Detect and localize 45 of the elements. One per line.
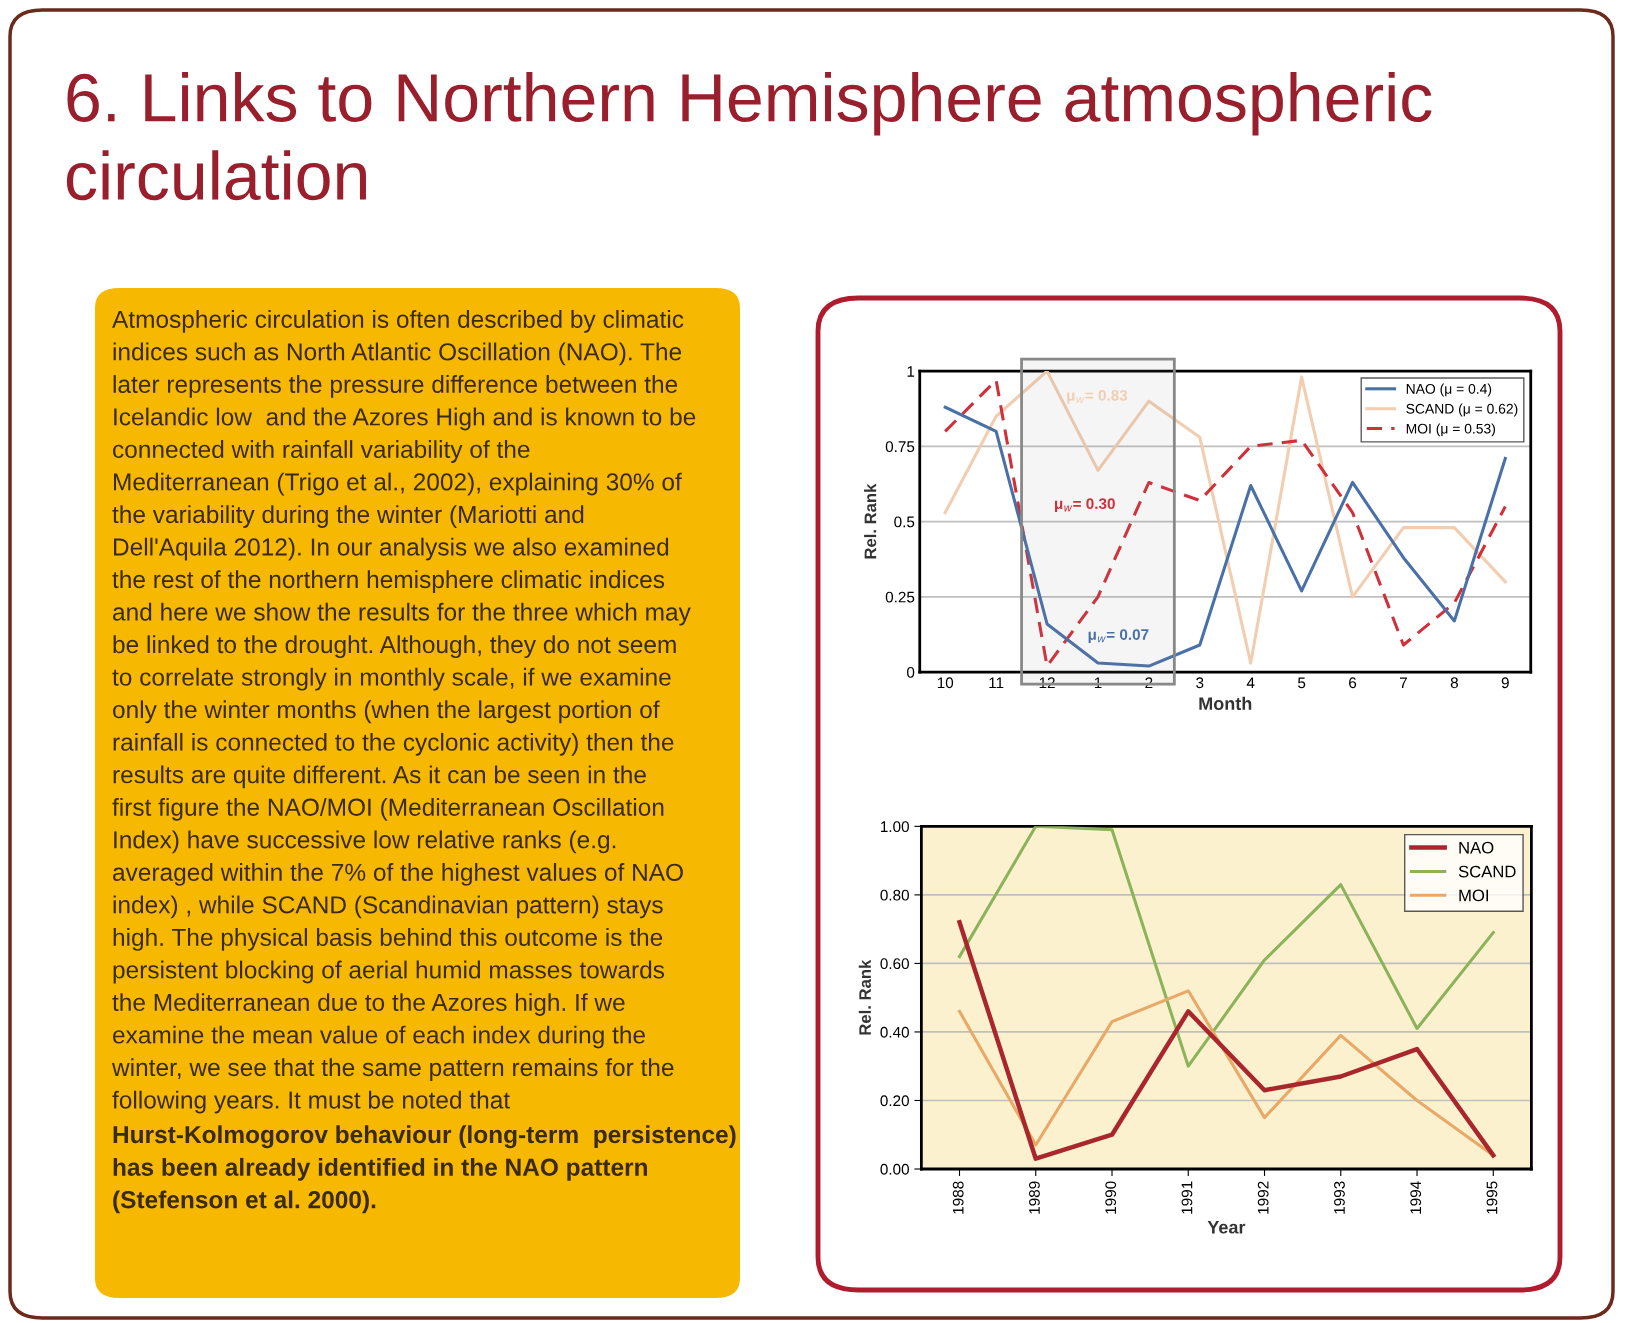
y-tick-label: 0.60 — [880, 958, 909, 970]
x-tick-label: 3 — [1196, 677, 1204, 689]
legend-label: NAO — [1459, 841, 1494, 854]
x-tick-label: 10 — [937, 677, 954, 689]
x-tick-label: 8 — [1450, 677, 1458, 689]
x-tick-label: 1988 — [952, 1181, 964, 1214]
x-tick-label: 7 — [1399, 677, 1407, 689]
y-axis-title: Rel. Rank — [858, 959, 871, 1035]
x-tick-label: 1993 — [1334, 1181, 1345, 1214]
annotation: μ$_{w}$= 0.07 — [1088, 629, 1149, 643]
line-series — [957, 920, 1496, 1161]
x-tick-label: 1989 — [1029, 1181, 1040, 1214]
x-tick-label: 9 — [1501, 677, 1509, 689]
y-tick-label: 1 — [907, 366, 915, 377]
x-tick-label: 4 — [1246, 677, 1255, 689]
y-tick-label: 0.75 — [885, 441, 915, 453]
y-tick-label: 0 — [906, 666, 915, 678]
annotation: μ$_{w}$= 0.83 — [1067, 389, 1128, 404]
legend-label: SCAND — [1458, 865, 1516, 878]
x-axis-title: Year — [1207, 1221, 1246, 1234]
y-tick-label: 0.80 — [880, 889, 909, 901]
y-tick-label: 0.20 — [880, 1095, 909, 1107]
y-tick-label: 0.5 — [894, 516, 915, 528]
x-tick-label: 6 — [1349, 677, 1357, 689]
x-tick-label: 1995 — [1486, 1181, 1498, 1214]
x-tick-label: 1991 — [1181, 1181, 1193, 1214]
x-tick-label: 5 — [1297, 677, 1306, 689]
y-tick-label: 0.25 — [885, 591, 915, 603]
legend-label: NAO (μ = 0.4) — [1406, 383, 1492, 397]
y-tick-label: 1.00 — [881, 821, 909, 833]
x-tick-label: 11 — [989, 677, 1004, 689]
text: 6. Links to Northern Hemisphere atmospheric circulation — [66, 72, 1432, 201]
y-tick-label: 0.00 — [880, 1163, 909, 1175]
x-tick-label: 1990 — [1105, 1181, 1117, 1214]
y-tick-label: 0.40 — [880, 1026, 909, 1038]
x-tick-label: 1994 — [1410, 1181, 1422, 1214]
x-tick-label: 1992 — [1257, 1181, 1269, 1214]
annotation: μ$_{w}$= 0.30 — [1055, 498, 1115, 513]
legend-label: MOI — [1459, 889, 1488, 902]
y-axis-title: Rel. Rank — [864, 483, 877, 559]
text: Hurst-Kolmogorov behaviour (long-term persistence) has been already identified in the NAO pattern (Stefenson et al. 2000). — [113, 1125, 736, 1214]
text: Atmospheric circulation is often described by climatic indices such as North Atlantic Oscillation (NAO). The later represents the pressure difference between the Icelandic low and the Azores High and is known to be connected with rainfall variability of the Mediterranean (Trigo et al., 2002), explaining 30% of the variability during the winter (Mariotti and Dell'Aquila 2012). In our analysis we also examined the rest of the northern hemisphere climatic indices and here we show the results for the three which may be linked to the drought. Although, they do not seem to correlate strongly in monthly scale, if we examine only the winter months (when the largest portion of rainfall is connected to the cyclonic activity) then the results are quite different. As it can be seen in the first figure the NAO/MOI (Mediterranean Oscillation Index) have successive low relative ranks (e.g. averaged within the 7% of the highest values of NAO index) , while SCAND (Scandinavian pattern) stays high. The physical basis behind this outcome is the persistent blocking of aerial humid masses towards the Mediterranean due to the Azores high. If we examine the mean value of each index during the winter, we see that the same pattern remains for the following years. It must be noted that — [111, 310, 696, 1114]
legend-label: SCAND (μ = 0.62) — [1406, 403, 1518, 417]
legend-label: MOI (μ = 0.53) — [1406, 423, 1495, 437]
x-axis-title: Month — [1199, 696, 1252, 710]
